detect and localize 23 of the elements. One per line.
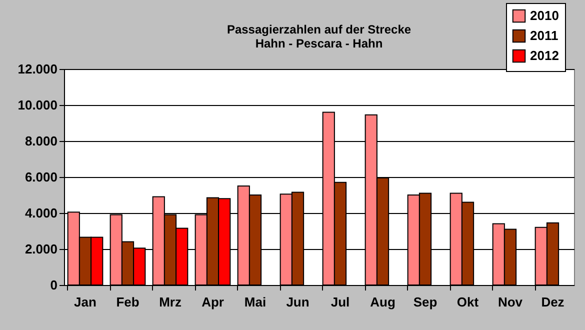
y-tick-label: 12.000 [18, 62, 58, 76]
x-tick-label: Jan [74, 294, 97, 310]
x-tick-label: Jul [330, 294, 350, 310]
x-tick-label: Nov [498, 294, 524, 310]
x-tick-label: Feb [116, 294, 140, 310]
chart-title: Passagierzahlen auf der Strecke Hahn - Pescara - Hahn [226, 22, 412, 50]
x-tick-label: Aug [370, 294, 396, 310]
y-tick-label: 4.000 [24, 206, 58, 220]
legend-label: 2010 [530, 8, 559, 23]
x-tick-label: Jun [286, 294, 310, 310]
legend-label: 2012 [530, 48, 559, 63]
y-tick-label: 10.000 [18, 98, 58, 112]
x-tick-label: Mrz [159, 294, 182, 310]
y-tick-label: 2.000 [24, 242, 58, 256]
legend-label: 2011 [530, 28, 558, 43]
x-tick-label: Dez [541, 294, 565, 310]
y-tick-label: 8.000 [24, 134, 58, 148]
y-tick-label: 6.000 [24, 170, 58, 184]
x-tick-label: Sep [413, 294, 438, 310]
x-tick-label: Mai [244, 294, 266, 310]
x-tick-label: Apr [202, 294, 224, 310]
y-tick-label: 0 [50, 278, 58, 292]
x-tick-label: Okt [456, 294, 480, 310]
